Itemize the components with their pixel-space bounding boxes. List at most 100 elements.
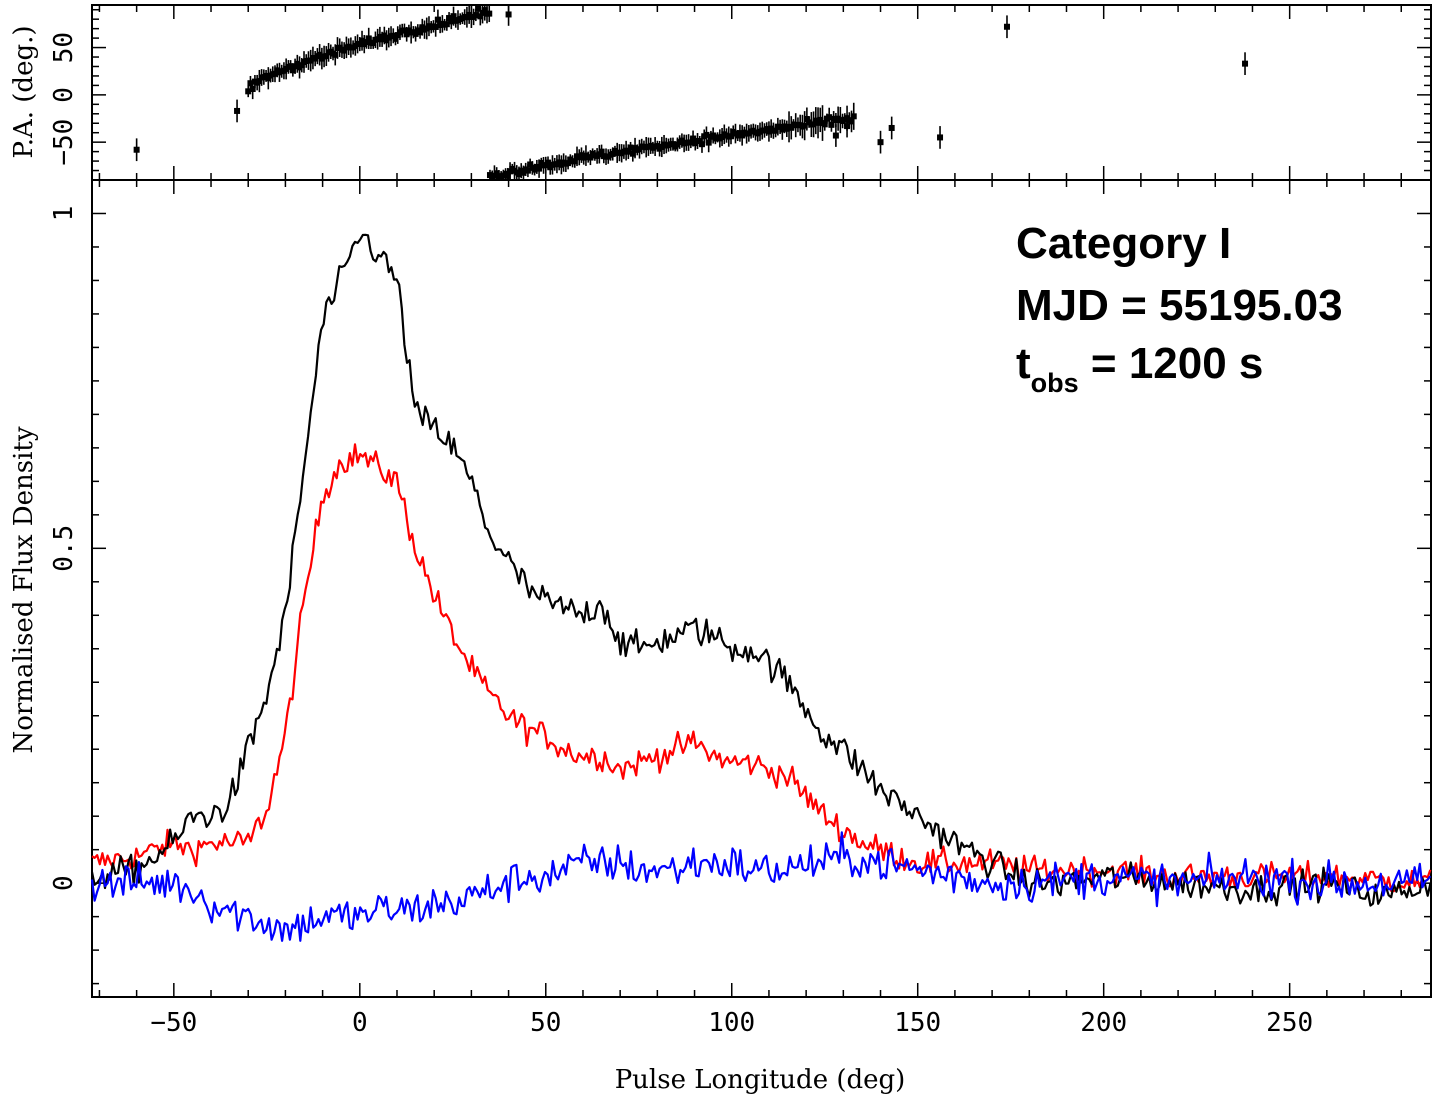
pa-point bbox=[332, 51, 339, 58]
series-linear-polarisation bbox=[91, 443, 1432, 893]
pa-point bbox=[363, 39, 370, 46]
pa-point bbox=[504, 172, 511, 179]
pa-point bbox=[234, 107, 241, 114]
pa-point bbox=[287, 63, 294, 70]
annotation-mjd: MJD = 55195.03 bbox=[1016, 281, 1343, 330]
pa-point bbox=[472, 12, 479, 19]
pa-point bbox=[379, 36, 386, 43]
pa-axis-ticks bbox=[92, 5, 1431, 180]
pa-point bbox=[844, 123, 851, 130]
y-tick-label: 0.5 bbox=[49, 525, 79, 572]
pa-point bbox=[515, 171, 522, 178]
pa-point bbox=[627, 144, 634, 151]
pa-point bbox=[828, 121, 835, 128]
pa-point bbox=[505, 11, 512, 18]
pa-point bbox=[629, 150, 636, 157]
annotation-tobs: tobs = 1200 s bbox=[1016, 339, 1263, 398]
pa-point bbox=[625, 148, 632, 155]
x-tick-label: 0 bbox=[352, 1008, 368, 1038]
pa-point bbox=[728, 133, 735, 140]
pa-y-tick-label: −50 bbox=[49, 119, 79, 166]
pa-point bbox=[545, 159, 552, 166]
pa-ytick-labels: −50 0 50 bbox=[49, 32, 79, 166]
x-tick-label: 50 bbox=[530, 1008, 561, 1038]
y-tick-label: 1 bbox=[49, 206, 79, 222]
profile-series bbox=[90, 233, 1432, 942]
pa-point bbox=[417, 29, 424, 36]
annotation-category: Category I bbox=[1016, 219, 1231, 268]
pa-point bbox=[446, 15, 453, 22]
pa-point bbox=[271, 70, 278, 77]
annotation-tobs-rest: = 1200 s bbox=[1079, 339, 1264, 388]
pa-point bbox=[434, 16, 441, 23]
pa-point bbox=[801, 122, 808, 129]
pa-point bbox=[705, 139, 712, 146]
x-tick-label: 150 bbox=[894, 1008, 941, 1038]
pa-point bbox=[877, 139, 884, 146]
pa-point bbox=[448, 18, 455, 25]
pa-point bbox=[486, 10, 493, 17]
y-tick-label: 0 bbox=[49, 875, 79, 891]
x-tick-label: −50 bbox=[150, 1008, 197, 1038]
profile-axis-ticks bbox=[92, 179, 1431, 997]
pa-point bbox=[703, 131, 710, 138]
pa-point bbox=[524, 167, 531, 174]
pa-point bbox=[710, 132, 717, 139]
pa-y-tick-label: 0 bbox=[49, 87, 79, 103]
annotation-tobs-t: t bbox=[1016, 339, 1031, 388]
pa-point bbox=[323, 53, 330, 60]
pa-point bbox=[341, 47, 348, 54]
x-tick-label: 250 bbox=[1266, 1008, 1313, 1038]
pa-point bbox=[359, 37, 366, 44]
pa-point bbox=[803, 116, 810, 123]
pa-point bbox=[565, 160, 572, 167]
pa-point bbox=[848, 118, 855, 125]
pa-point bbox=[598, 148, 605, 155]
pa-point bbox=[527, 161, 534, 168]
pa-point bbox=[475, 5, 482, 12]
pa-point bbox=[245, 88, 252, 95]
pa-point bbox=[481, 7, 488, 14]
pa-point bbox=[937, 134, 944, 141]
pa-point bbox=[443, 21, 450, 28]
pa-point bbox=[289, 67, 296, 74]
series-total-intensity bbox=[90, 233, 1432, 907]
pa-point bbox=[696, 138, 703, 145]
pa-point bbox=[536, 165, 543, 172]
pa-point bbox=[788, 124, 795, 131]
pa-point bbox=[493, 170, 500, 177]
pa-point bbox=[392, 35, 399, 42]
pa-point bbox=[817, 116, 824, 123]
pa-point bbox=[826, 114, 833, 121]
pa-axis-title: P.A. (deg.) bbox=[9, 25, 39, 158]
profile-panel-frame bbox=[91, 179, 1432, 998]
pa-point bbox=[450, 13, 457, 20]
pa-point bbox=[520, 169, 527, 176]
pa-point bbox=[412, 30, 419, 37]
pa-point bbox=[294, 60, 301, 67]
pa-point bbox=[821, 121, 828, 128]
pa-point bbox=[1003, 23, 1010, 30]
pa-data-points bbox=[133, 5, 1249, 181]
profile-x-axis-title: Pulse Longitude (deg) bbox=[615, 1065, 906, 1095]
x-tick-label: 200 bbox=[1080, 1008, 1127, 1038]
pa-point bbox=[298, 62, 305, 69]
annotation-tobs-sub: obs bbox=[1031, 368, 1079, 398]
profile-ytick-labels: 00.51 bbox=[49, 206, 79, 891]
pa-point bbox=[571, 158, 578, 165]
pa-point bbox=[477, 13, 484, 20]
pa-point bbox=[390, 32, 397, 39]
pa-point bbox=[850, 113, 857, 120]
pa-point bbox=[365, 35, 372, 42]
pa-point bbox=[810, 121, 817, 128]
pa-point bbox=[832, 132, 839, 139]
pa-point bbox=[1242, 60, 1249, 67]
pa-point bbox=[888, 124, 895, 131]
x-tick-label: 100 bbox=[708, 1008, 755, 1038]
pa-point bbox=[249, 86, 256, 93]
pa-point bbox=[381, 32, 388, 39]
profile-y-axis-title: Normalised Flux Density bbox=[9, 426, 39, 753]
pa-point bbox=[403, 31, 410, 38]
pa-panel-frame bbox=[91, 4, 1432, 181]
pa-point bbox=[401, 27, 408, 34]
